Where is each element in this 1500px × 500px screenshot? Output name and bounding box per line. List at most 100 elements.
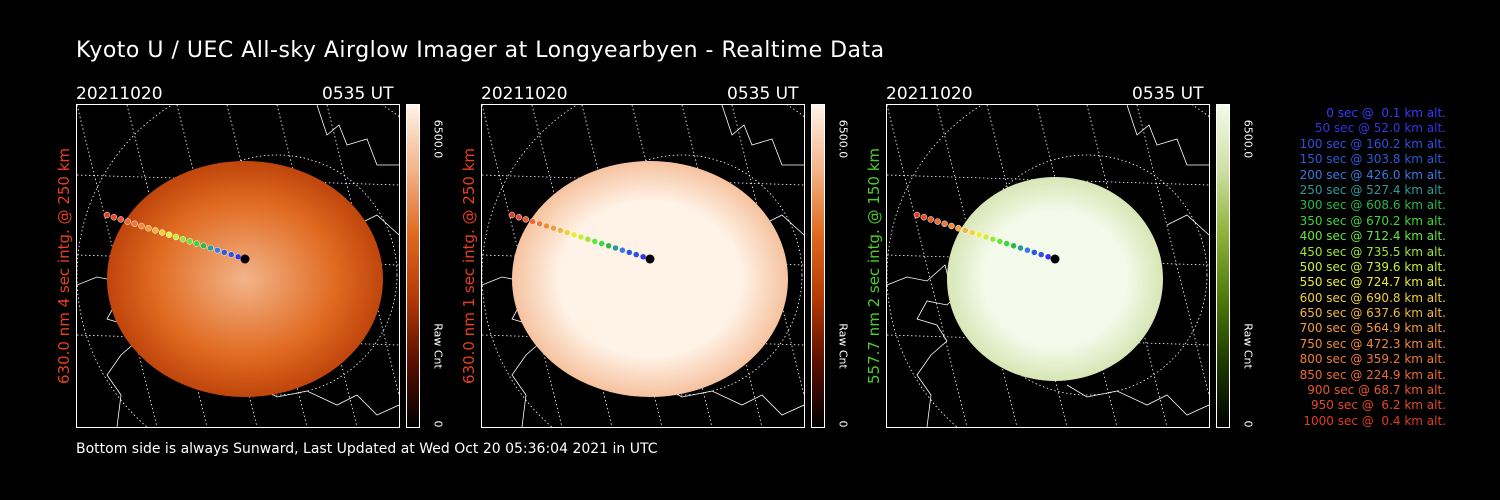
trajectory-point	[110, 213, 118, 221]
trajectory-point	[557, 227, 564, 234]
trajectory-point	[626, 249, 633, 256]
trajectory-legend-row: 450 sec @ 735.5 km alt.	[1295, 244, 1446, 259]
colorbar	[811, 104, 825, 428]
image-panel-2: 20211020 0535 UT 630.0 nm 1 sec intg. @ …	[460, 84, 901, 434]
trajectory-legend: 0 sec @ 0.1 km alt. 50 sec @ 52.0 km alt…	[1262, 106, 1446, 429]
trajectory-point	[1037, 251, 1045, 258]
trajectory-point	[522, 216, 530, 223]
trajectory-legend-row: 400 sec @ 712.4 km alt.	[1295, 229, 1446, 244]
trajectory-point	[138, 222, 145, 230]
trajectory-point	[968, 229, 976, 236]
trajectory-point	[193, 240, 200, 247]
panel-date: 20211020	[76, 84, 163, 104]
sky-image-frame	[481, 104, 805, 428]
colorbar	[1216, 104, 1230, 428]
trajectory-point	[515, 213, 523, 221]
trajectory-point	[941, 220, 948, 228]
panel-wavelength-label: 557.7 nm 2 sec intg. @ 150 km	[865, 147, 883, 385]
panel-wavelength-label: 630.0 nm 4 sec intg. @ 250 km	[55, 147, 73, 385]
trajectory-point	[207, 244, 214, 252]
trajectory-legend-row: 950 sec @ 6.2 km alt.	[1307, 398, 1446, 413]
trajectory-point	[1003, 240, 1010, 247]
trajectory-legend-row: 700 sec @ 564.9 km alt.	[1295, 321, 1446, 336]
footer-status: Bottom side is always Sunward, Last Upda…	[76, 441, 658, 457]
colorbar-unit-label: Raw Cnt	[1241, 323, 1255, 369]
sky-image-frame	[886, 104, 1210, 428]
panel-date: 20211020	[481, 84, 568, 104]
colorbar-min-label: 0	[431, 420, 445, 428]
trajectory-legend-row: 0 sec @ 0.1 km alt.	[1314, 106, 1446, 120]
colorbar-max-label: 6500.0	[836, 119, 850, 159]
trajectory-point	[982, 233, 990, 241]
trajectory-point	[179, 235, 187, 243]
colorbar-max-label: 6500.0	[1241, 119, 1255, 159]
trajectory-point	[577, 233, 585, 241]
trajectory-point	[927, 216, 935, 223]
trajectory-legend-row: 250 sec @ 527.4 km alt.	[1295, 182, 1446, 197]
panel-date: 20211020	[886, 84, 973, 104]
trajectory-point	[1024, 246, 1031, 254]
trajectory-point	[591, 238, 599, 245]
colorbar-max-label: 6500.0	[431, 119, 445, 159]
trajectory-legend-row: 850 sec @ 224.9 km alt.	[1295, 367, 1446, 382]
trajectory-legend-row: 150 sec @ 303.8 km alt.	[1295, 152, 1446, 167]
trajectory-point	[227, 251, 235, 258]
trajectory-point	[563, 229, 571, 236]
sky-image-frame	[76, 104, 400, 428]
trajectory-point	[152, 227, 159, 234]
trajectory-point	[529, 218, 536, 225]
trajectory-point	[131, 220, 138, 228]
trajectory-point	[117, 216, 125, 223]
panel-time: 0535 UT	[1132, 84, 1204, 104]
trajectory-point	[996, 238, 1004, 245]
trajectory-point	[103, 211, 111, 219]
trajectory-legend-row: 300 sec @ 608.6 km alt.	[1295, 198, 1446, 213]
trajectory-point	[214, 246, 221, 254]
trajectory-point	[158, 229, 166, 236]
trajectory-point	[962, 227, 969, 234]
trajectory-point	[913, 211, 921, 219]
trajectory-point	[619, 246, 626, 254]
trajectory-legend-row: 50 sec @ 52.0 km alt.	[1307, 121, 1446, 136]
trajectory-legend-row: 750 sec @ 472.3 km alt.	[1295, 336, 1446, 351]
trajectory-point	[1044, 253, 1052, 261]
colorbar-min-label: 0	[836, 420, 850, 428]
station-marker	[240, 254, 250, 264]
trajectory-legend-row: 350 sec @ 670.2 km alt.	[1295, 213, 1446, 228]
panel-time: 0535 UT	[727, 84, 799, 104]
trajectory-point	[508, 211, 516, 219]
trajectory-legend-row: 650 sec @ 637.6 km alt.	[1295, 306, 1446, 321]
station-marker	[645, 254, 655, 264]
colorbar-unit-label: Raw Cnt	[431, 323, 445, 369]
colorbar-unit-label: Raw Cnt	[836, 323, 850, 369]
trajectory-legend-row: 500 sec @ 739.6 km alt.	[1295, 259, 1446, 274]
trajectory-point	[1010, 242, 1017, 250]
trajectory-point	[200, 242, 207, 250]
sky-image	[77, 105, 399, 427]
trajectory-legend-row: 1000 sec @ 0.4 km alt.	[1303, 413, 1446, 428]
trajectory-point	[612, 244, 619, 252]
colorbar-min-label: 0	[1241, 420, 1255, 428]
trajectory-legend-row: 200 sec @ 426.0 km alt.	[1295, 167, 1446, 182]
trajectory-point	[186, 238, 194, 245]
trajectory-point	[989, 235, 997, 243]
trajectory-point	[550, 224, 557, 232]
station-marker	[1050, 254, 1060, 264]
trajectory-point	[570, 231, 578, 239]
sky-image	[482, 105, 804, 427]
trajectory-point	[920, 213, 928, 221]
trajectory-legend-row: 900 sec @ 68.7 km alt.	[1303, 383, 1446, 398]
trajectory-point	[1031, 249, 1038, 256]
trajectory-point	[234, 253, 242, 261]
colorbar	[406, 104, 420, 428]
trajectory-point	[543, 222, 550, 230]
trajectory-point	[584, 235, 592, 243]
trajectory-point	[1017, 244, 1024, 252]
trajectory-point	[948, 222, 955, 230]
trajectory-point	[221, 249, 228, 256]
trajectory-legend-row: 600 sec @ 690.8 km alt.	[1295, 290, 1446, 305]
trajectory-point	[536, 220, 543, 228]
panel-time: 0535 UT	[322, 84, 394, 104]
trajectory-point	[165, 231, 173, 239]
trajectory-legend-row: 550 sec @ 724.7 km alt.	[1295, 275, 1446, 290]
